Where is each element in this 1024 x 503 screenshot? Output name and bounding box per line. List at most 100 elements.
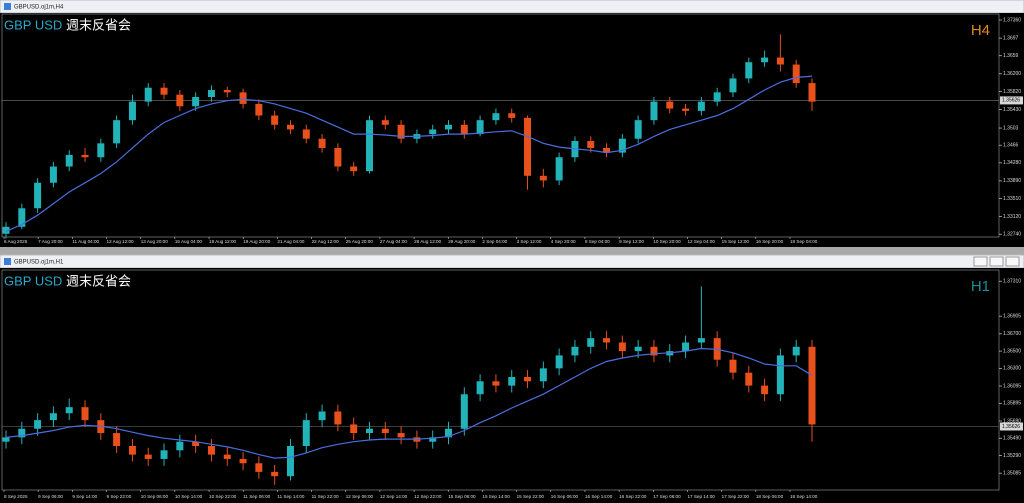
- x-tick-label: 9 Sep 06:00: [38, 494, 63, 499]
- candle-body: [34, 420, 42, 429]
- title-bar: [0, 0, 1024, 14]
- candle-body: [144, 87, 152, 102]
- candle-body: [381, 120, 389, 125]
- last-price-box: [1000, 96, 1023, 105]
- candle-body: [761, 57, 769, 63]
- candle-body: [223, 454, 231, 459]
- candle-body: [381, 428, 389, 434]
- window-max-button[interactable]: [989, 256, 1004, 267]
- candle-body: [18, 428, 26, 438]
- window-close-button[interactable]: [1005, 256, 1020, 267]
- candle-body: [476, 120, 484, 135]
- candle-body: [539, 368, 547, 382]
- x-tick-label: 9 Sep 14:00: [72, 494, 97, 499]
- y-tick-label: 1.36200: [1003, 71, 1021, 77]
- x-tick-label: 18 Sep 14:00: [790, 494, 818, 499]
- candle-body: [650, 101, 658, 121]
- x-tick-label: 12 Sep 06:00: [346, 494, 374, 499]
- x-tick-label: 11 Sep 06:00: [243, 494, 270, 499]
- candle-body: [808, 83, 816, 102]
- y-tick-label: 1.32740: [1003, 232, 1021, 238]
- candle-body: [729, 359, 737, 373]
- candle-body: [666, 101, 674, 109]
- last-price-label: 1.35626: [1002, 98, 1020, 104]
- x-tick-label: 27 Aug 04:00: [380, 239, 408, 244]
- candle-body: [713, 92, 721, 102]
- x-tick-label: 4 Sep 20:00: [551, 239, 576, 244]
- plot-area: [0, 13, 1024, 247]
- candle-body: [476, 381, 484, 395]
- candle-body: [745, 62, 753, 79]
- candle-body: [113, 433, 121, 446]
- candle-body: [223, 90, 231, 93]
- y-tick-label: 1.36905: [1003, 313, 1021, 319]
- x-tick-label: 17 Sep 14:00: [687, 494, 715, 499]
- y-tick-label: 1.37360: [1003, 17, 1021, 23]
- x-tick-label: 8 Sep 2025: [4, 494, 28, 499]
- x-tick-label: 3 Sep 12:00: [517, 239, 542, 244]
- candle-body: [239, 92, 247, 104]
- caption-label: 週末反省会: [66, 17, 131, 32]
- candle-body: [128, 101, 136, 121]
- window-icon: [4, 258, 11, 265]
- window-min-button[interactable]: [973, 256, 988, 267]
- candle-body: [587, 141, 595, 148]
- x-tick-label: 12 Sep 14:00: [380, 494, 408, 499]
- candle-body: [776, 355, 784, 395]
- timeframe-label: H4: [971, 22, 990, 39]
- candle-body: [160, 450, 168, 459]
- candle-body: [255, 463, 263, 472]
- candle-body: [318, 138, 326, 148]
- y-tick-label: 1.33510: [1003, 196, 1021, 202]
- candle-body: [555, 157, 563, 181]
- candle-body: [445, 428, 453, 438]
- candle-body: [697, 338, 705, 343]
- candle-body: [634, 346, 642, 352]
- candle-body: [207, 446, 215, 455]
- candle-body: [144, 454, 152, 459]
- x-tick-label: 25 Aug 20:00: [346, 239, 374, 244]
- candle-body: [460, 394, 468, 429]
- timeframe-label: H1: [971, 278, 990, 295]
- candle-body: [334, 411, 342, 425]
- candle-body: [397, 124, 405, 139]
- candle-body: [508, 113, 516, 118]
- x-tick-label: 10 Sep 22:00: [209, 494, 237, 499]
- x-tick-label: 10 Sep 14:00: [175, 494, 203, 499]
- y-tick-label: 1.3697: [1003, 35, 1019, 41]
- candle-body: [492, 113, 500, 121]
- last-price-box: [1000, 422, 1023, 431]
- x-tick-label: 7 Aug 20:00: [38, 239, 63, 244]
- y-tick-label: 1.35085: [1003, 471, 1021, 477]
- x-tick-label: 15 Sep 12:00: [722, 239, 750, 244]
- y-tick-label: 1.34280: [1003, 160, 1021, 166]
- x-tick-label: 18 Sep 06:00: [756, 494, 784, 499]
- y-tick-label: 1.33890: [1003, 178, 1021, 184]
- candle-body: [618, 138, 626, 153]
- y-tick-label: 1.36700: [1003, 331, 1021, 337]
- x-tick-label: 17 Sep 06:00: [653, 494, 681, 499]
- candle-body: [49, 413, 57, 421]
- candle-body: [524, 117, 532, 176]
- symbol-label: GBP USD: [4, 273, 62, 288]
- x-tick-label: 11 Aug 04:00: [72, 239, 99, 244]
- candle-body: [429, 437, 437, 442]
- candle-body: [460, 124, 468, 135]
- candle-body: [524, 376, 532, 382]
- y-tick-label: 1.36500: [1003, 348, 1021, 354]
- x-tick-label: 18 Aug 12:00: [209, 239, 237, 244]
- candle-body: [697, 101, 705, 111]
- x-tick-label: 15 Sep 22:00: [517, 494, 545, 499]
- plot-frame: [1, 13, 1000, 238]
- candle-body: [128, 446, 136, 455]
- x-tick-label: 12 Aug 12:00: [107, 239, 135, 244]
- candle-body: [34, 182, 42, 209]
- y-tick-label: 1.35290: [1003, 453, 1021, 459]
- x-tick-label: 19 Aug 20:00: [243, 239, 271, 244]
- x-tick-label: 18 Sep 04:00: [790, 239, 818, 244]
- x-tick-label: 15 Aug 04:00: [175, 239, 203, 244]
- candle-body: [286, 124, 294, 130]
- candle-body: [18, 208, 26, 227]
